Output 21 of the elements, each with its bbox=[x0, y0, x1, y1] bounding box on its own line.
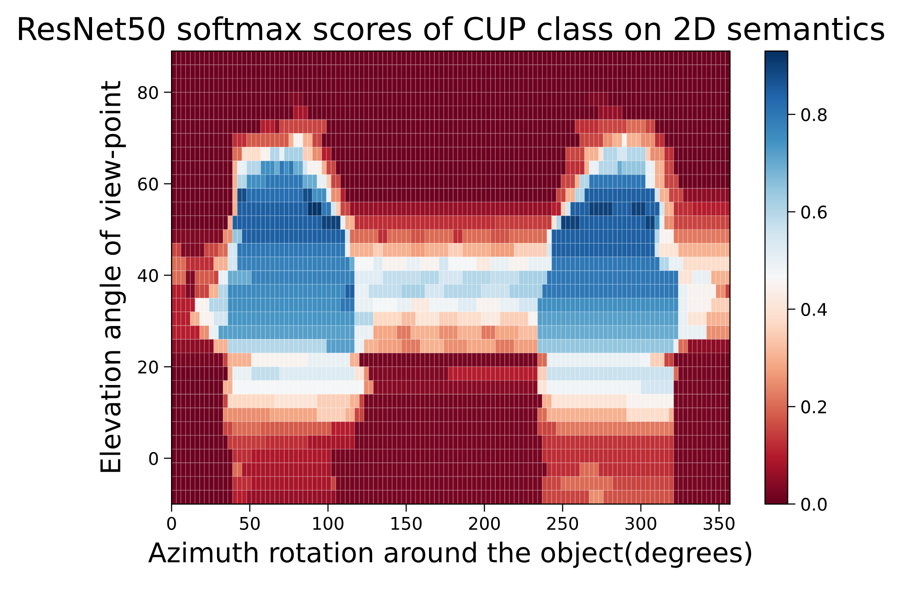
y-tick-label: 40 bbox=[138, 268, 158, 282]
x-tick-label: 250 bbox=[547, 516, 578, 530]
color-bar-label: 0.6 bbox=[801, 206, 827, 219]
color-bar-label: 0.4 bbox=[801, 302, 827, 316]
y-tick-label: 0 bbox=[149, 452, 158, 466]
color-bar-label: 0.8 bbox=[801, 108, 827, 122]
y-tick-label: 80 bbox=[138, 86, 158, 100]
x-tick-label: 350 bbox=[704, 516, 734, 530]
x-axis-title: Azimuth rotation around the object(degrees) bbox=[148, 542, 752, 568]
x-tick-label: 50 bbox=[240, 516, 260, 530]
x-tick-label: 0 bbox=[167, 516, 176, 530]
x-tick-label: 200 bbox=[469, 516, 500, 530]
y-tick-label: 60 bbox=[138, 177, 158, 191]
y-tick-label: 20 bbox=[138, 360, 158, 374]
color-bar-label: 0.2 bbox=[801, 400, 826, 414]
chart-title: ResNet50 softmax scores of CUP class on 2D semantics bbox=[18, 16, 884, 40]
y-axis-title: Elevation angle of view-point bbox=[100, 81, 126, 472]
x-tick-label: 150 bbox=[392, 516, 422, 530]
color-bar-label: 0.0 bbox=[801, 498, 827, 511]
x-tick-label: 100 bbox=[313, 516, 344, 530]
x-tick-label: 300 bbox=[626, 516, 656, 530]
